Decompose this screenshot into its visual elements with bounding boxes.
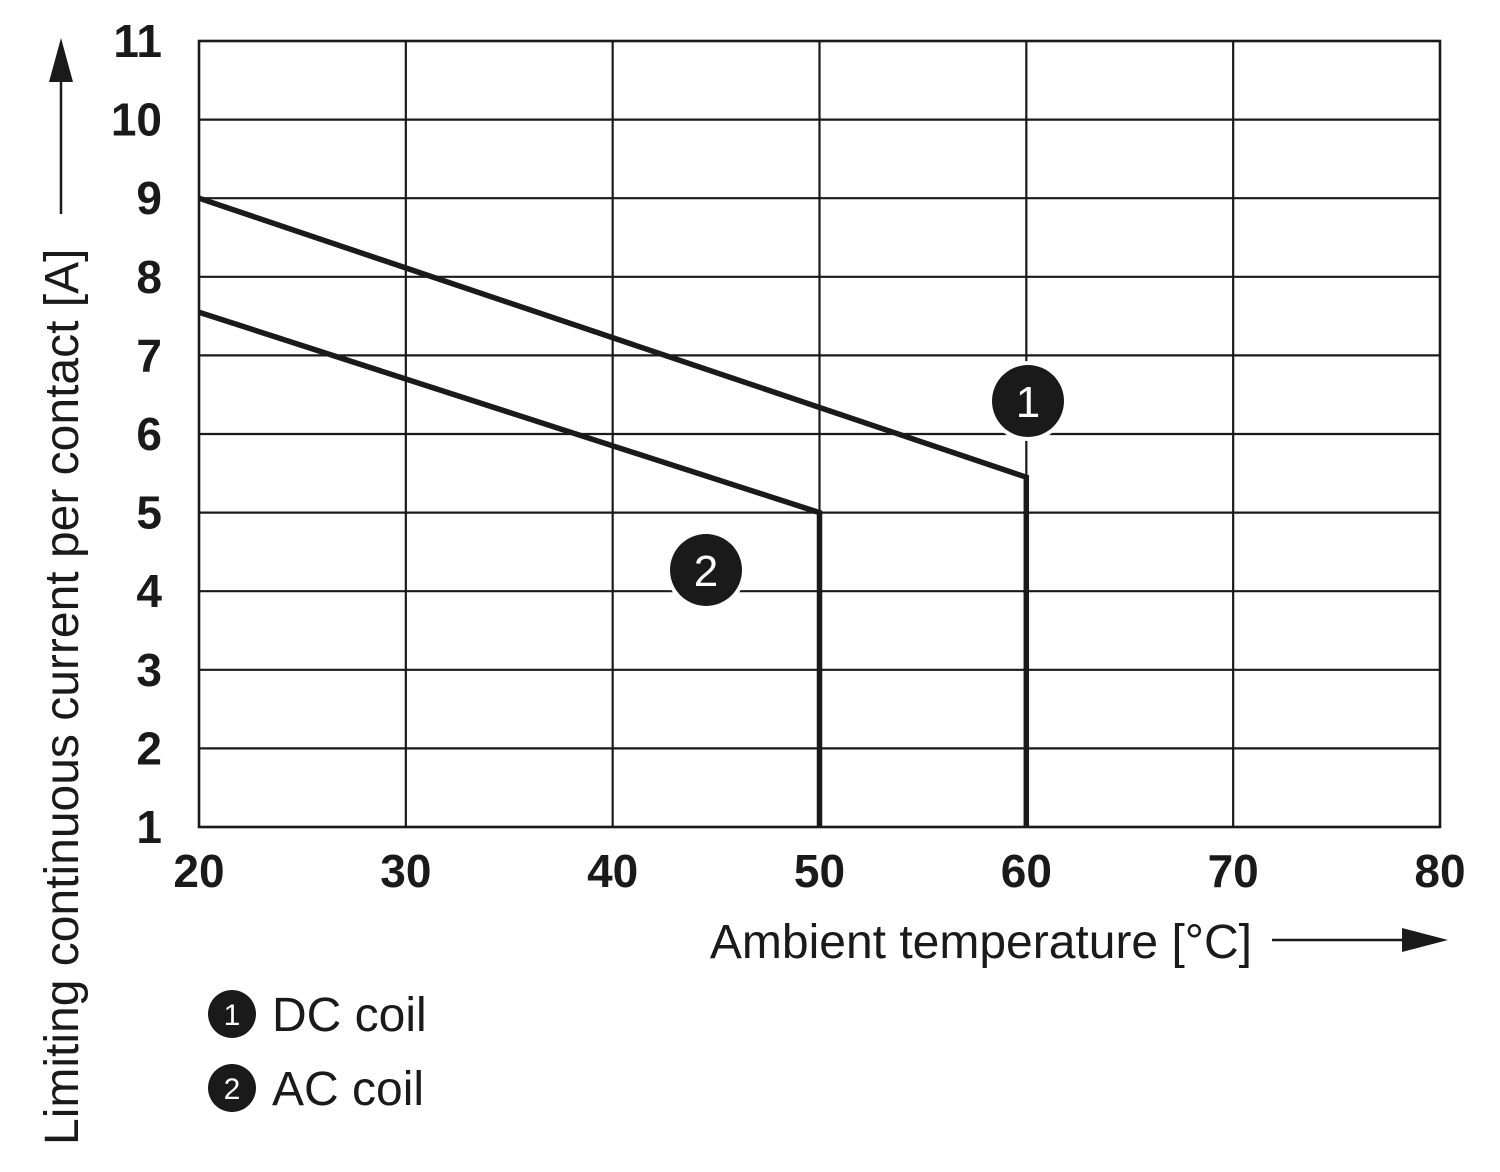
legend-marker-2-text: 2	[224, 1073, 241, 1106]
series-marker-2	[670, 534, 742, 606]
series-group	[198, 195, 1030, 827]
legend: 1 DC coil 2 AC coil	[208, 989, 427, 1116]
y-tick-label: 4	[136, 565, 162, 617]
legend-marker-2	[208, 1064, 256, 1112]
y-tick-labels: 1 2 3 4 5 6 7 8 9 10 11	[111, 15, 163, 853]
y-axis-label: Limiting continuous current per contact …	[36, 249, 89, 1145]
x-tick-label: 70	[1208, 845, 1259, 897]
marker-group: 12	[666, 361, 1068, 610]
x-tick-label: 80	[1414, 845, 1465, 897]
x-axis-label: Ambient temperature [°C]	[710, 916, 1252, 969]
x-tick-label: 40	[587, 845, 638, 897]
y-axis-arrow	[49, 38, 73, 214]
series-line-2	[198, 309, 823, 827]
legend-label-ac: AC coil	[272, 1063, 424, 1116]
y-tick-label: 11	[113, 15, 162, 67]
legend-label-dc: DC coil	[272, 989, 427, 1042]
x-tick-labels: 20 30 40 50 60 70 80	[173, 845, 1465, 897]
y-tick-label: 9	[136, 172, 162, 224]
x-tick-label: 60	[1001, 845, 1052, 897]
x-tick-label: 20	[173, 845, 224, 897]
x-tick-label: 50	[794, 845, 845, 897]
y-tick-label: 5	[136, 487, 162, 539]
x-tick-label: 30	[380, 845, 431, 897]
y-tick-label: 3	[136, 644, 162, 696]
y-tick-label: 2	[136, 722, 162, 774]
legend-item-ac: 2 AC coil	[208, 1063, 424, 1116]
y-tick-label: 1	[136, 801, 162, 853]
series-marker-label-2: 2	[694, 547, 718, 596]
y-tick-label: 10	[111, 94, 162, 146]
series-marker-1	[992, 365, 1064, 437]
x-axis-arrow	[1272, 928, 1448, 952]
y-tick-label: 8	[136, 251, 162, 303]
y-tick-label: 6	[136, 408, 162, 460]
series-line-1	[198, 195, 1030, 827]
legend-marker-1	[208, 990, 256, 1038]
y-tick-label: 7	[136, 329, 162, 381]
series-marker-label-1: 1	[1016, 378, 1040, 427]
legend-item-dc: 1 DC coil	[208, 989, 427, 1042]
legend-marker-1-text: 1	[224, 999, 241, 1032]
